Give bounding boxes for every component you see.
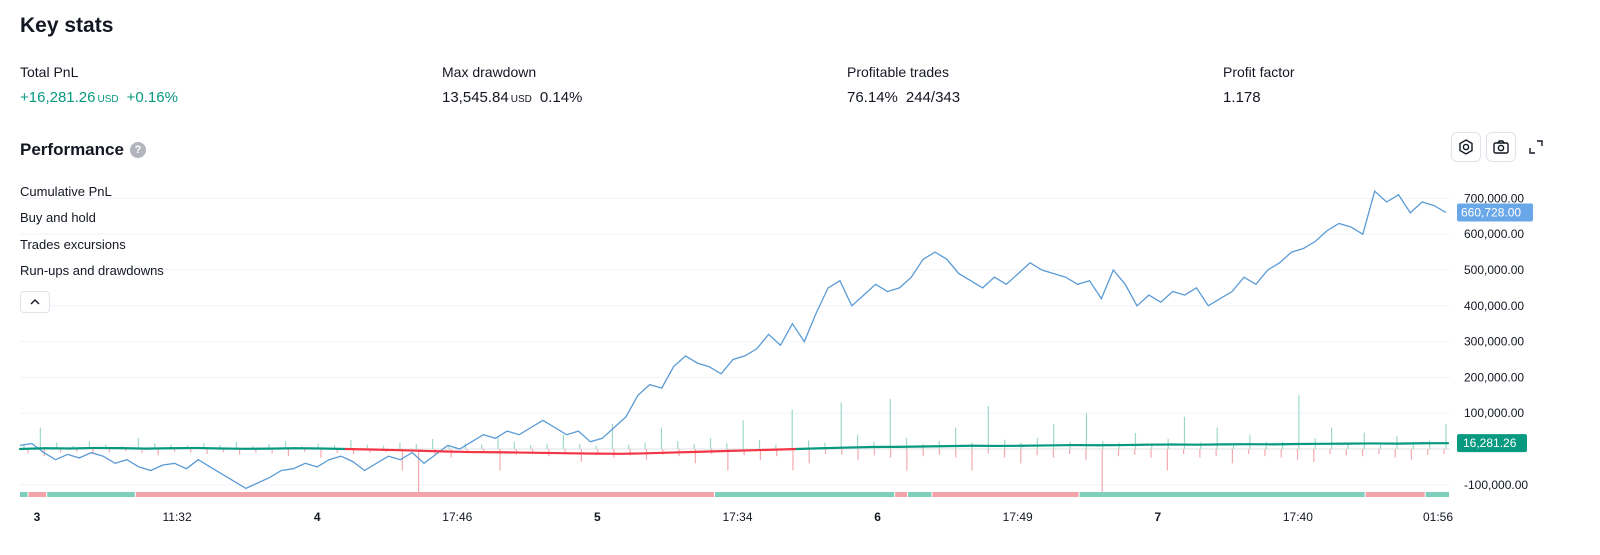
- y-tick-label: 400,000.00: [1464, 299, 1524, 313]
- runup-segment: [1425, 492, 1449, 497]
- camera-icon: [1493, 140, 1509, 154]
- stat-secondary: 0.14%: [539, 89, 583, 106]
- runup-segment: [20, 492, 28, 497]
- runup-segment: [1079, 492, 1365, 497]
- cumulative-pnl-segment: [745, 448, 773, 452]
- screenshot-button[interactable]: [1486, 132, 1516, 162]
- legend-item-cumulative-pnl[interactable]: Cumulative PnL: [20, 184, 112, 199]
- runup-segment: [47, 492, 135, 497]
- x-tick-label: 01:56: [1423, 510, 1453, 524]
- y-tick-label: 500,000.00: [1464, 263, 1524, 277]
- cumulative-pnl-segment: [69, 446, 97, 450]
- settings-icon: [1459, 139, 1473, 155]
- cumulative-pnl-segment: [194, 446, 222, 450]
- x-tick-label: 5: [594, 510, 601, 524]
- stat-label: Profitable trades: [847, 64, 949, 80]
- cumulative-pnl-segment: [394, 448, 422, 452]
- cumulative-pnl-segment: [795, 447, 823, 451]
- runup-segment: [908, 492, 932, 497]
- cumulative-pnl-segment: [444, 450, 473, 454]
- stat-secondary: 244/343: [905, 89, 961, 106]
- x-tick-label: 17:34: [722, 510, 752, 524]
- stat-value: 13,545.84: [442, 89, 509, 106]
- cumulative-pnl-segment: [820, 446, 848, 450]
- stat-value: 1.178: [1223, 89, 1261, 106]
- cumulative-pnl-segment: [419, 449, 447, 453]
- x-tick-label: 17:49: [1003, 510, 1033, 524]
- cumulative-pnl-segment: [670, 450, 698, 454]
- cumulative-pnl-segment: [645, 451, 673, 455]
- cumulative-pnl-segment: [720, 449, 748, 453]
- stat-profitable-trades: Profitable trades 76.14% 244/343: [847, 64, 960, 106]
- drawdown-segment: [1365, 492, 1425, 497]
- fullscreen-icon: [1529, 140, 1543, 154]
- stat-label: Total PnL: [20, 64, 79, 80]
- drawdown-segment: [135, 492, 714, 497]
- stat-value: +16,281.26: [20, 89, 96, 106]
- x-tick-label: 3: [34, 510, 41, 524]
- stat-profit-factor: Profit factor 1.178: [1223, 64, 1295, 106]
- stat-label: Profit factor: [1223, 64, 1295, 80]
- cumulative-pnl-segment: [369, 448, 397, 452]
- cumulative-pnl-value-badge: [1457, 434, 1527, 453]
- cumulative-pnl-segment: [18, 447, 47, 451]
- y-tick-label: 600,000.00: [1464, 227, 1524, 241]
- stat-value: 76.14%: [847, 89, 898, 106]
- buy-and-hold-value-label: 660,728.00: [1461, 205, 1521, 219]
- stat-secondary: +0.16%: [126, 89, 178, 106]
- chart-legend: Cumulative PnL Buy and hold Trades excur…: [20, 183, 164, 288]
- cumulative-pnl-segment: [620, 452, 648, 455]
- legend-item-buy-and-hold[interactable]: Buy and hold: [20, 210, 96, 226]
- x-tick-label: 6: [874, 510, 881, 524]
- drawdown-segment: [895, 492, 908, 497]
- y-tick-label: 700,000.00: [1464, 191, 1524, 205]
- y-tick-label: 300,000.00: [1464, 335, 1524, 349]
- cumulative-pnl-value-label: 16,281.26: [1463, 436, 1517, 450]
- legend-item-trades-excursions[interactable]: Trades excursions: [20, 236, 126, 252]
- stat-unit: USD: [97, 94, 119, 105]
- x-tick-label: 17:40: [1283, 510, 1313, 524]
- fullscreen-button[interactable]: [1521, 132, 1551, 162]
- runup-segment: [714, 492, 895, 497]
- performance-title: Performance ?: [20, 140, 146, 160]
- help-icon[interactable]: ?: [129, 142, 146, 158]
- stat-label: Max drawdown: [442, 64, 537, 80]
- y-tick-label: 200,000.00: [1464, 370, 1524, 384]
- collapse-legend-button[interactable]: [20, 291, 50, 313]
- x-tick-label: 11:32: [163, 510, 192, 524]
- drawdown-segment: [932, 492, 1079, 497]
- cumulative-pnl-segment: [845, 445, 873, 449]
- stat-unit: USD: [510, 94, 532, 105]
- y-tick-label: 100,000.00: [1464, 406, 1524, 420]
- cumulative-pnl-segment: [319, 447, 347, 451]
- stat-total-pnl: Total PnL +16,281.26 USD +0.16%: [20, 64, 178, 106]
- key-stats-title: Key stats: [20, 14, 114, 37]
- legend-item-runups-drawdowns[interactable]: Run-ups and drawdowns: [20, 262, 164, 278]
- cumulative-pnl-segment: [770, 447, 798, 451]
- buy-and-hold-value-badge: [1457, 203, 1533, 222]
- x-tick-label: 4: [314, 510, 321, 524]
- cumulative-pnl-segment: [119, 447, 147, 450]
- x-tick-label: 17:46: [442, 510, 472, 524]
- performance-title-text: Performance: [20, 140, 124, 159]
- stat-max-drawdown: Max drawdown 13,545.84 USD 0.14%: [442, 64, 582, 106]
- buy-and-hold-line: [19, 190, 1447, 490]
- cumulative-pnl-segment: [695, 450, 723, 453]
- cumulative-pnl-segment: [344, 447, 372, 451]
- y-tick-label: -100,000.00: [1464, 478, 1528, 492]
- x-tick-label: 7: [1154, 510, 1161, 524]
- chevron-up-icon: [30, 299, 40, 305]
- settings-button[interactable]: [1451, 132, 1481, 162]
- drawdown-segment: [28, 492, 47, 497]
